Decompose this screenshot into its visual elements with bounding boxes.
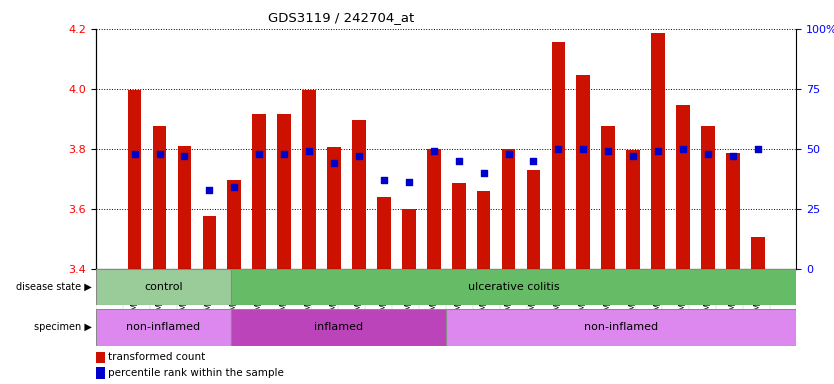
Bar — [676, 105, 690, 269]
Point — [303, 148, 316, 154]
Point — [527, 158, 540, 164]
Point — [228, 184, 241, 190]
Bar — [352, 120, 366, 269]
Point — [178, 153, 191, 159]
Bar — [96, 269, 231, 305]
Bar — [626, 150, 640, 269]
Text: non-inflamed: non-inflamed — [585, 322, 658, 333]
Text: transformed count: transformed count — [108, 353, 205, 362]
Bar — [96, 367, 105, 379]
Point — [278, 151, 291, 157]
Bar — [452, 183, 465, 269]
Text: specimen ▶: specimen ▶ — [34, 322, 92, 333]
Bar — [128, 90, 142, 269]
Bar — [402, 209, 415, 269]
Point — [352, 153, 365, 159]
Bar — [327, 147, 341, 269]
Point — [427, 148, 440, 154]
Bar — [601, 126, 615, 269]
Point — [452, 158, 465, 164]
Point — [328, 160, 341, 166]
Bar — [377, 197, 390, 269]
Bar — [651, 33, 665, 269]
Bar — [502, 149, 515, 269]
Bar — [231, 269, 796, 305]
Bar — [701, 126, 715, 269]
Point — [601, 148, 615, 154]
Text: non-inflamed: non-inflamed — [126, 322, 200, 333]
Bar — [446, 309, 796, 346]
Bar — [178, 146, 191, 269]
Point — [253, 151, 266, 157]
Bar — [427, 149, 440, 269]
Text: percentile rank within the sample: percentile rank within the sample — [108, 368, 284, 378]
Point — [701, 151, 715, 157]
Bar — [477, 191, 490, 269]
Text: control: control — [144, 282, 183, 292]
Bar — [96, 352, 105, 363]
Point — [726, 153, 740, 159]
Text: GDS3119 / 242704_at: GDS3119 / 242704_at — [268, 12, 414, 25]
Text: ulcerative colitis: ulcerative colitis — [468, 282, 560, 292]
Point — [576, 146, 590, 152]
Point — [153, 151, 166, 157]
Point — [751, 146, 765, 152]
Bar — [751, 237, 765, 269]
Bar — [231, 309, 446, 346]
Bar — [153, 126, 167, 269]
Point — [402, 179, 415, 185]
Point — [676, 146, 690, 152]
Bar — [228, 180, 241, 269]
Point — [551, 146, 565, 152]
Point — [626, 153, 640, 159]
Bar — [726, 153, 740, 269]
Point — [477, 170, 490, 176]
Bar — [551, 42, 565, 269]
Bar — [526, 170, 540, 269]
Bar — [96, 309, 231, 346]
Bar — [203, 216, 216, 269]
Point — [651, 148, 665, 154]
Bar — [576, 75, 590, 269]
Bar — [302, 90, 316, 269]
Text: inflamed: inflamed — [314, 322, 363, 333]
Point — [203, 187, 216, 193]
Text: disease state ▶: disease state ▶ — [16, 282, 92, 292]
Bar — [278, 114, 291, 269]
Point — [377, 177, 390, 183]
Bar — [253, 114, 266, 269]
Point — [502, 151, 515, 157]
Point — [128, 151, 141, 157]
